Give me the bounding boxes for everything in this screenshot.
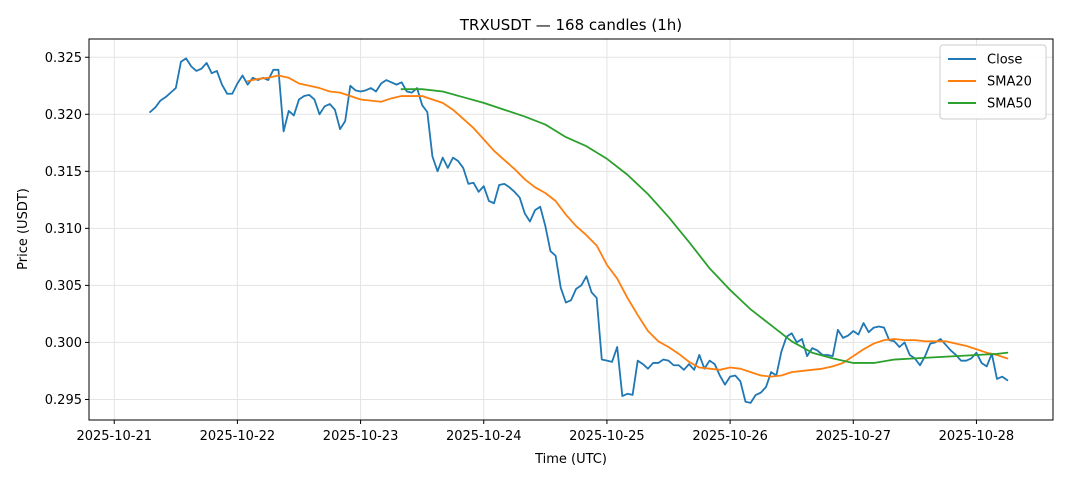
plot-frame	[88, 38, 1054, 421]
x-tick-label: 2025-10-25	[569, 429, 645, 444]
y-tick-label: 0.295	[45, 393, 82, 408]
x-tick-label: 2025-10-21	[76, 429, 152, 444]
series-layer	[148, 57, 1009, 404]
x-tick-label: 2025-10-22	[200, 429, 276, 444]
y-tick-label: 0.305	[45, 279, 82, 294]
x-tick-label: 2025-10-24	[446, 429, 522, 444]
series-line-sma20	[246, 74, 1009, 378]
legend-label-close: Close	[987, 53, 1022, 68]
y-tick-label: 0.315	[45, 165, 82, 180]
series-line-close	[148, 57, 1009, 404]
y-tick-label: 0.325	[45, 51, 82, 66]
y-axis-label: Price (USDT)	[16, 188, 31, 270]
x-tick-label: 2025-10-27	[815, 429, 891, 444]
series-line-sma50	[400, 88, 1009, 364]
legend-box	[939, 44, 1047, 120]
y-tick-label: 0.320	[45, 108, 82, 123]
x-tick-label: 2025-10-28	[939, 429, 1015, 444]
legend-label-sma50: SMA50	[987, 97, 1032, 112]
y-tick-label: 0.300	[45, 336, 82, 351]
x-axis-ticks: 2025-10-21 2025-10-22 2025-10-23 2025-10-24…	[76, 420, 1014, 444]
y-axis-ticks: 0.295 0.300 0.305 0.310 0.315 0.320 0.325	[45, 51, 89, 408]
grid	[89, 39, 1053, 420]
x-tick-label: 2025-10-23	[323, 429, 399, 444]
chart-title: TRXUSDT — 168 candles (1h)	[459, 16, 682, 34]
x-axis-label: Time (UTC)	[534, 452, 607, 467]
legend: Close SMA20 SMA50	[939, 44, 1047, 120]
y-tick-label: 0.310	[45, 222, 82, 237]
legend-label-sma20: SMA20	[987, 75, 1032, 90]
x-tick-label: 2025-10-26	[692, 429, 768, 444]
